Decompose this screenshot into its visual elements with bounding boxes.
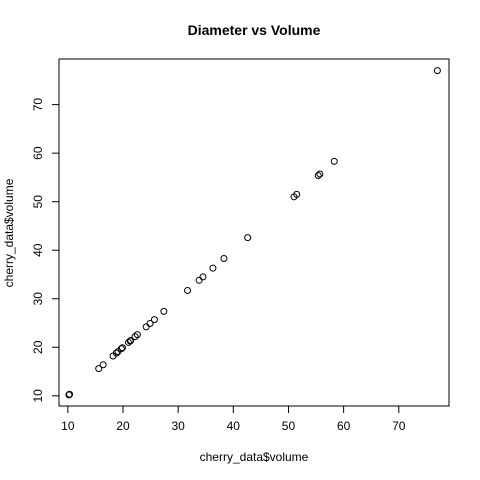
y-tick-label: 50: [31, 195, 45, 209]
data-point: [199, 273, 207, 281]
data-point: [150, 316, 158, 324]
x-tick-label: 70: [392, 419, 406, 433]
y-tick-label: 10: [31, 389, 45, 403]
data-point: [330, 157, 338, 165]
data-point: [95, 365, 103, 373]
data-point: [209, 264, 217, 272]
data-point: [125, 338, 133, 346]
data-point: [220, 254, 228, 262]
y-tick-label: 60: [31, 146, 45, 160]
y-tick-label: 30: [31, 292, 45, 306]
data-point: [126, 337, 134, 345]
data-point: [433, 67, 441, 75]
data-point: [131, 333, 139, 341]
data-point: [146, 319, 154, 327]
chart-title: Diameter vs Volume: [188, 22, 321, 38]
data-point: [142, 323, 150, 331]
data-point: [184, 286, 192, 294]
data-point: [65, 391, 73, 399]
y-tick-label: 20: [31, 340, 45, 354]
data-point: [114, 348, 122, 356]
data-point: [314, 171, 322, 179]
data-point: [160, 307, 168, 315]
data-point: [99, 361, 107, 369]
data-point: [133, 331, 141, 339]
data-point: [118, 344, 126, 352]
data-point: [195, 276, 203, 284]
x-tick-label: 40: [227, 419, 241, 433]
y-tick-label: 70: [31, 98, 45, 112]
data-point: [316, 170, 324, 178]
x-tick-label: 30: [171, 419, 185, 433]
x-tick-label: 10: [61, 419, 75, 433]
y-tick-label: 40: [31, 243, 45, 257]
y-axis: 10 20 30 40 50 60 70: [31, 98, 60, 403]
x-tick-label: 20: [116, 419, 130, 433]
data-point: [109, 352, 117, 360]
data-point: [290, 193, 298, 201]
x-axis: 10 20 30 40 50 60 70: [61, 405, 406, 433]
x-tick-label: 60: [337, 419, 351, 433]
x-axis-label: cherry_data$volume: [200, 450, 309, 464]
data-points: [65, 67, 441, 399]
data-point: [244, 234, 252, 242]
plot-area-frame: [58, 58, 450, 407]
x-tick-label: 50: [282, 419, 296, 433]
y-axis-label: cherry_data$volume: [2, 178, 16, 287]
